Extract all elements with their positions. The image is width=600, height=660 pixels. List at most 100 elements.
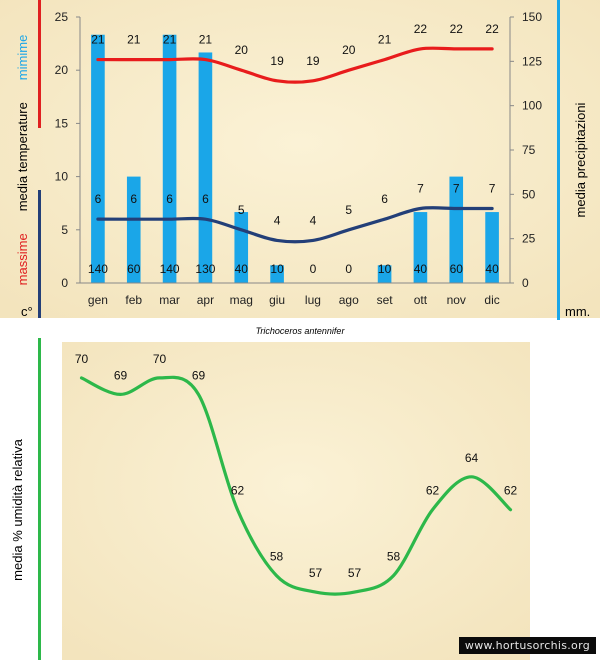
max-temp-label: 22 [450, 22, 464, 36]
category-label: lug [305, 293, 321, 307]
min-temp-label: 7 [453, 182, 460, 196]
humidity-label: 62 [231, 484, 245, 498]
humidity-axis-title: media % umidità relativa [10, 438, 25, 580]
max-temp-label: 20 [342, 43, 356, 57]
humidity-label: 69 [114, 368, 128, 382]
precip-bar [485, 212, 499, 283]
max-temp-label: 19 [270, 54, 284, 68]
precip-label: 60 [450, 262, 464, 276]
min-temp-label: 6 [130, 192, 137, 206]
humidity-accent-bar [38, 338, 41, 660]
chart1-lines [96, 46, 494, 244]
precip-label: 10 [270, 262, 284, 276]
category-label: set [377, 293, 394, 307]
right-axis-unit: mm. [565, 304, 590, 319]
humidity-label: 69 [192, 368, 206, 382]
precip-label: 40 [414, 262, 428, 276]
max-accent-bar [38, 0, 41, 128]
precip-label: 40 [485, 262, 499, 276]
max-temp-label: 21 [91, 33, 105, 47]
left-tick-label: 0 [61, 276, 68, 290]
precip-label: 140 [88, 262, 108, 276]
min-temp-label: 6 [166, 192, 173, 206]
min-temp-label: 5 [345, 203, 352, 217]
min-temp-label: 6 [202, 192, 209, 206]
chart1-data-labels: 21 21 21 21 20 19 19 20 21 22 22 22 6 6 6 6 5 4 4 5 6 7 7 7 140 6… [88, 22, 499, 276]
min-temp-label: 5 [238, 203, 245, 217]
right-tick-label: 150 [522, 10, 542, 24]
precip-label: 10 [378, 262, 392, 276]
humidity-label: 70 [153, 352, 167, 366]
max-temp-label: 21 [127, 33, 141, 47]
precip-label: 0 [345, 262, 352, 276]
category-label: mag [230, 293, 253, 307]
left-axis-title: massimemedia temperaturemimime [15, 35, 30, 286]
min-temp-label: 7 [489, 182, 496, 196]
left-tick-label: 20 [55, 63, 69, 77]
right-tick-label: 100 [522, 99, 542, 113]
label-mimime: mimime [15, 35, 30, 81]
min-temp-label: 4 [274, 213, 281, 227]
chart2-line [79, 375, 513, 596]
right-tick-label: 125 [522, 54, 542, 68]
min-temp-line [96, 206, 494, 244]
right-tick-label: 25 [522, 232, 536, 246]
min-temp-label: 6 [381, 192, 388, 206]
precip-label: 40 [235, 262, 249, 276]
category-label: dic [484, 293, 499, 307]
watermark: www.hortusorchis.org [458, 637, 596, 654]
min-temp-label: 4 [310, 213, 317, 227]
category-label: apr [197, 293, 214, 307]
category-label: mar [159, 293, 180, 307]
max-temp-line [96, 46, 494, 84]
max-temp-label: 21 [199, 33, 213, 47]
precip-label: 130 [195, 262, 215, 276]
label-massime: massime [15, 233, 30, 285]
left-tick-label: 25 [55, 10, 69, 24]
humidity-line [79, 375, 513, 596]
min-temp-label: 6 [95, 192, 102, 206]
right-tick-label: 50 [522, 187, 536, 201]
precip-bar [162, 34, 177, 283]
precip-accent-bar [557, 0, 560, 320]
precip-label: 140 [160, 262, 180, 276]
precip-bar [449, 176, 464, 283]
category-label: ago [339, 293, 359, 307]
category-label: giu [269, 293, 285, 307]
min-accent-bar [38, 190, 41, 318]
max-temp-label: 22 [414, 22, 428, 36]
max-temp-label: 19 [306, 54, 320, 68]
humidity-label: 58 [270, 550, 284, 564]
min-temp-label: 7 [417, 182, 424, 196]
humidity-label: 62 [504, 484, 518, 498]
precip-bar [91, 34, 105, 283]
max-temp-label: 21 [163, 33, 177, 47]
chart2-background [62, 342, 530, 660]
precip-bar [377, 265, 392, 283]
precip-bar [126, 176, 141, 283]
category-label: ott [414, 293, 428, 307]
precip-bar [270, 265, 284, 283]
humidity-label: 58 [387, 550, 401, 564]
precip-bar [413, 212, 428, 283]
humidity-label: 62 [426, 484, 440, 498]
right-tick-label: 75 [522, 143, 536, 157]
max-temp-label: 20 [235, 43, 249, 57]
humidity-label: 57 [348, 566, 362, 580]
humidity-label: 57 [309, 566, 323, 580]
precip-label: 0 [310, 262, 317, 276]
max-temp-label: 22 [485, 22, 499, 36]
right-tick-label: 0 [522, 276, 529, 290]
left-tick-label: 5 [61, 223, 68, 237]
category-label: nov [447, 293, 466, 307]
left-tick-label: 15 [55, 116, 69, 130]
max-temp-label: 21 [378, 33, 392, 47]
category-label: feb [125, 293, 142, 307]
category-label: gen [88, 293, 108, 307]
left-axis-unit: c° [21, 304, 33, 319]
humidity-label: 64 [465, 451, 479, 465]
humidity-label: 70 [75, 352, 89, 366]
chart-title: Trichoceros antennifer [256, 326, 346, 336]
